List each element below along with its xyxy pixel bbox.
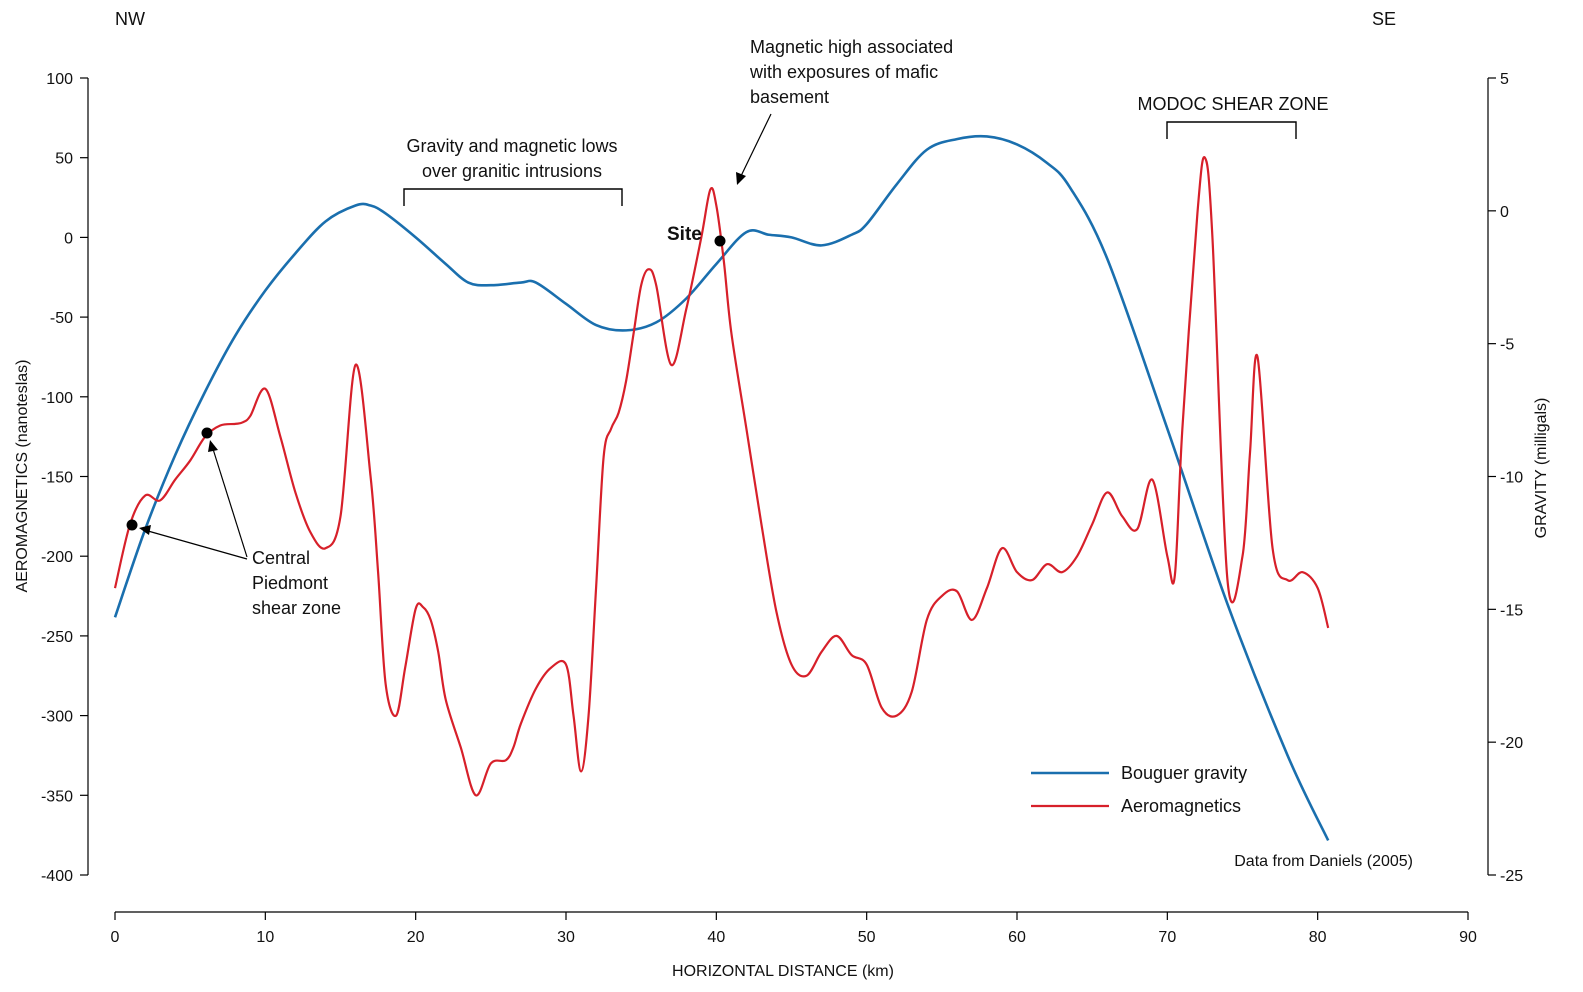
left-y-axis-ticks: 100 50 0 -50 -100 -150 -200 -250 -300 -350 -400	[41, 71, 88, 885]
left-y-tick-label: -300	[41, 709, 73, 726]
mafic-arrow	[736, 113, 772, 185]
granitic-annotation-line-1: Gravity and magnetic lows	[406, 136, 617, 156]
right-y-tick-label: -25	[1500, 868, 1523, 885]
x-tick-label: 60	[1008, 929, 1026, 946]
modoc-bracket	[1166, 121, 1297, 139]
left-y-tick-label: 50	[55, 151, 73, 168]
direction-label-se: SE	[1372, 9, 1396, 29]
x-axis-title: HORIZONTAL DISTANCE (km)	[672, 963, 894, 980]
left-y-tick-label: -200	[41, 549, 73, 566]
legend-label-aeromagnetics: Aeromagnetics	[1121, 796, 1241, 816]
x-tick-label: 10	[256, 929, 274, 946]
legend: Bouguer gravity Aeromagnetics	[1031, 763, 1247, 816]
source-note: Data from Daniels (2005)	[1234, 853, 1413, 870]
right-y-axis-title: GRAVITY (milligals)	[1533, 398, 1550, 539]
mafic-annotation-line-3: basement	[750, 87, 829, 107]
right-y-tick-label: 0	[1500, 204, 1509, 221]
x-tick-label: 90	[1459, 929, 1477, 946]
piedmont-annotation-line-3: shear zone	[252, 598, 341, 618]
piedmont-arrows	[139, 440, 248, 560]
piedmont-annotation-line-1: Central	[252, 548, 310, 568]
left-y-tick-label: 0	[64, 230, 73, 247]
x-tick-label: 30	[557, 929, 575, 946]
x-tick-label: 50	[858, 929, 876, 946]
series-line-aeromagnetics	[113, 155, 1330, 797]
granitic-bracket	[403, 188, 623, 206]
x-axis-ticks: 0 10 20 30 40 50 60 70 80 90	[111, 912, 1477, 946]
right-y-tick-label: 5	[1500, 71, 1509, 88]
right-y-tick-label: -5	[1500, 337, 1514, 354]
modoc-annotation: MODOC SHEAR ZONE	[1137, 94, 1328, 114]
site-label: Site	[667, 224, 702, 245]
left-y-axis-title: AEROMAGNETICS (nanoteslas)	[14, 360, 31, 593]
left-y-tick-label: -100	[41, 390, 73, 407]
x-tick-label: 80	[1309, 929, 1327, 946]
right-y-axis-ticks: 5 0 -5 -10 -15 -20 -25	[1488, 71, 1523, 885]
mafic-annotation-line-1: Magnetic high associated	[750, 37, 953, 57]
left-y-tick-label: -150	[41, 470, 73, 487]
mafic-annotation-line-2: with exposures of mafic	[749, 62, 938, 82]
x-tick-label: 40	[707, 929, 725, 946]
series-line-bouguer-gravity	[113, 134, 1330, 842]
direction-label-nw: NW	[115, 9, 145, 29]
right-y-tick-label: -15	[1500, 602, 1523, 619]
left-y-tick-label: -350	[41, 788, 73, 805]
left-y-tick-label: -50	[50, 310, 73, 327]
right-y-tick-label: -20	[1500, 735, 1523, 752]
piedmont-marker-1	[126, 519, 138, 531]
legend-label-bouguer-gravity: Bouguer gravity	[1121, 763, 1247, 783]
left-y-tick-label: -400	[41, 868, 73, 885]
site-marker	[714, 235, 726, 247]
x-tick-label: 70	[1158, 929, 1176, 946]
left-y-tick-label: 100	[46, 71, 73, 88]
granitic-annotation-line-2: over granitic intrusions	[422, 161, 602, 181]
piedmont-marker-2	[201, 427, 213, 439]
piedmont-annotation-line-2: Piedmont	[252, 573, 328, 593]
right-y-tick-label: -10	[1500, 470, 1523, 487]
x-tick-label: 20	[407, 929, 425, 946]
left-y-tick-label: -250	[41, 629, 73, 646]
x-tick-label: 0	[111, 929, 120, 946]
